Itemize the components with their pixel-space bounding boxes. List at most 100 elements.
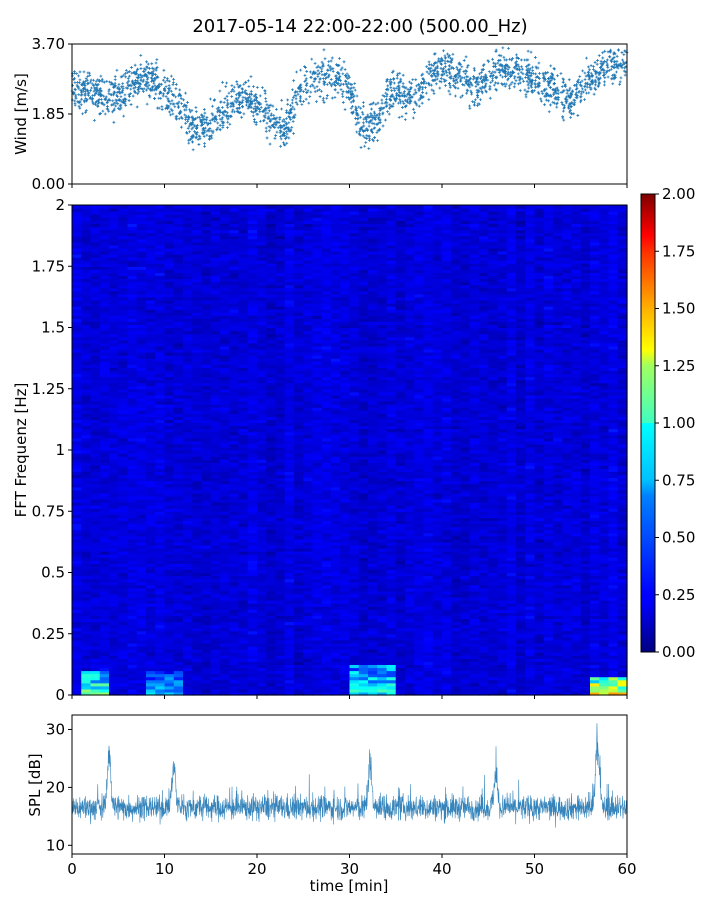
wind-point [117, 82, 121, 86]
wind-point [373, 136, 377, 140]
wind-point [78, 70, 82, 74]
wind-point [523, 88, 527, 92]
wind-point [572, 112, 576, 116]
wind-point [264, 126, 268, 130]
wind-point [209, 97, 212, 101]
wind-point [345, 72, 349, 76]
wind-point [261, 86, 264, 89]
wind-point [120, 85, 123, 89]
wind-point [164, 85, 168, 89]
wind-point [507, 65, 511, 69]
wind-point [161, 94, 165, 98]
wind-point [259, 105, 263, 109]
wind-point [461, 94, 464, 98]
wind-point [280, 107, 283, 111]
wind-point [425, 65, 429, 69]
wind-point [205, 116, 209, 119]
wind-point [119, 99, 123, 103]
wind-point [286, 102, 290, 106]
wind-point [255, 86, 259, 89]
wind-point [218, 128, 222, 131]
wind-point [205, 133, 209, 137]
wind-point [194, 110, 198, 114]
wind-point [247, 85, 251, 88]
wind-point [444, 84, 447, 87]
wind-point [264, 97, 268, 100]
wind-point [504, 75, 508, 78]
wind-point [563, 104, 566, 108]
spectrogram-cell [72, 205, 82, 209]
wind-point [372, 101, 375, 105]
wind-point [531, 69, 535, 73]
wind-point [601, 56, 605, 60]
wind-point [462, 59, 466, 62]
wind-point [583, 98, 586, 102]
wind-point [583, 71, 587, 75]
chart-title: 2017-05-14 22:00-22:00 (500.00_Hz) [192, 16, 527, 37]
wind-point [606, 75, 610, 79]
wind-point [168, 110, 171, 114]
wind-point [343, 108, 347, 111]
wind-point [549, 64, 553, 68]
wind-point [80, 97, 84, 101]
wind-point [240, 115, 243, 119]
wind-point [211, 129, 215, 133]
wind-point [386, 110, 389, 113]
wind-point [76, 81, 80, 84]
wind-point [521, 72, 525, 76]
wind-point [355, 130, 359, 134]
wind-point [280, 98, 284, 102]
wind-point [226, 120, 230, 124]
wind-point [595, 62, 599, 66]
wind-point [264, 111, 268, 115]
wind-point [124, 68, 128, 72]
wind-point [112, 120, 116, 124]
wind-point [150, 62, 154, 66]
wind-point [255, 96, 259, 99]
wind-point [341, 72, 345, 76]
wind-point [180, 125, 183, 129]
wind-point [129, 87, 133, 91]
wind-point [470, 92, 474, 96]
wind-point [618, 80, 622, 84]
wind-point [341, 101, 345, 104]
wind-point [164, 95, 168, 98]
wind-point [298, 99, 302, 103]
wind-point [300, 103, 304, 106]
wind-point [79, 103, 83, 107]
wind-point [145, 88, 148, 92]
wind-point [427, 72, 431, 76]
wind-point [465, 91, 469, 95]
wind-point [334, 80, 338, 84]
wind-point [103, 112, 107, 116]
wind-point [112, 109, 116, 112]
wind-point [403, 118, 407, 122]
wind-point [515, 56, 519, 60]
wind-point [155, 58, 159, 62]
wind-point [347, 89, 350, 93]
wind-point [119, 95, 123, 99]
spectrogram-heatmap [72, 205, 628, 696]
wind-point [299, 96, 302, 100]
wind-point [286, 98, 290, 102]
wind-point [139, 67, 143, 70]
wind-point [429, 83, 433, 87]
wind-point [245, 103, 248, 107]
wind-point [308, 95, 312, 99]
wind-point [451, 52, 455, 56]
wind-point [252, 85, 255, 89]
wind-point [268, 109, 271, 113]
wind-point [188, 130, 191, 134]
wind-point [549, 103, 552, 107]
wind-point [291, 120, 295, 123]
wind-point [341, 90, 345, 93]
wind-point [73, 99, 77, 103]
wind-point [477, 80, 481, 84]
wind-point [292, 107, 296, 111]
wind-point [232, 89, 236, 93]
wind-point [318, 95, 322, 98]
wind-point [173, 105, 177, 109]
wind-point [263, 89, 267, 93]
wind-point [421, 91, 424, 94]
wind-point [568, 86, 572, 90]
